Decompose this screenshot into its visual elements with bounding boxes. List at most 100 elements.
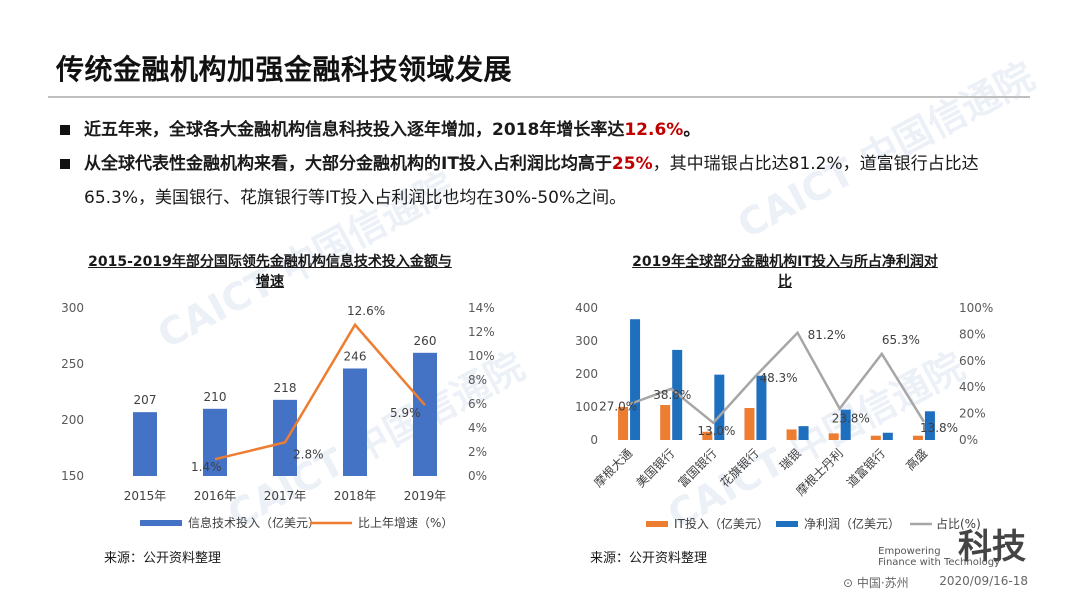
bar-data-label: 218 bbox=[274, 381, 297, 395]
profit-bar bbox=[840, 409, 851, 440]
y-right-tick-label: 80% bbox=[959, 327, 986, 341]
it-bar bbox=[660, 405, 671, 440]
y-left-tick-label: 0 bbox=[590, 433, 598, 447]
profit-bar bbox=[630, 319, 641, 440]
line-data-label: 12.6% bbox=[347, 304, 385, 318]
bar bbox=[413, 352, 437, 476]
line-data-label: 23.8% bbox=[832, 412, 870, 426]
chart-2-title: 2019年全球部分金融机构IT投入与所占净利润对比 bbox=[632, 254, 938, 290]
line-data-label: 48.3% bbox=[759, 371, 797, 385]
profit-bar bbox=[756, 375, 767, 440]
line-data-label: 5.9% bbox=[390, 406, 421, 420]
bullet-2: 从全球代表性金融机构来看，大部分金融机构的IT投入占利润比均高于25%，其中瑞银… bbox=[60, 147, 1040, 215]
y-right-tick-label: 4% bbox=[468, 421, 487, 435]
legend-swatch bbox=[140, 520, 182, 526]
x-tick-label: 富国银行 bbox=[675, 446, 720, 491]
it-bar bbox=[786, 429, 797, 440]
bar-data-label: 207 bbox=[134, 393, 157, 407]
y-left-tick-label: 150 bbox=[61, 469, 84, 483]
y-left-tick-label: 200 bbox=[61, 413, 84, 427]
event-slogan-line-1: Empowering bbox=[878, 546, 941, 557]
bar bbox=[273, 399, 297, 476]
bullet-2-highlight: 25% bbox=[611, 154, 653, 174]
line-data-label: 13.8% bbox=[920, 421, 958, 435]
it-bar bbox=[870, 435, 881, 440]
y-right-tick-label: 40% bbox=[959, 380, 986, 394]
x-tick-label: 摩根大通 bbox=[591, 446, 636, 491]
chart-1: 150 200 250 300 0% 2% 4% 6% 8% 10% 12% 14% 207 2015年 2… bbox=[61, 301, 495, 530]
y-right-tick-label: 10% bbox=[468, 349, 495, 363]
x-tick-label: 2017年 bbox=[264, 489, 307, 503]
y-right-tick-label: 0% bbox=[468, 469, 487, 483]
bar bbox=[203, 408, 227, 476]
x-tick-label: 道富银行 bbox=[843, 446, 888, 491]
it-bar bbox=[618, 407, 629, 440]
y-right-tick-label: 20% bbox=[959, 407, 986, 421]
y-right-tick-label: 2% bbox=[468, 445, 487, 459]
line-data-label: 38.8% bbox=[653, 388, 691, 402]
bullet-1-highlight: 12.6% bbox=[624, 120, 684, 140]
legend-label: 信息技术投入（亿美元） bbox=[188, 515, 320, 530]
bullet-square-icon bbox=[60, 125, 70, 135]
line-data-label: 81.2% bbox=[808, 328, 846, 342]
y-left-tick-label: 400 bbox=[575, 301, 598, 315]
x-tick-label: 2016年 bbox=[194, 489, 237, 503]
line-data-label: 2.8% bbox=[293, 447, 324, 461]
line-data-label: 13.0% bbox=[697, 424, 735, 438]
y-right-tick-label: 12% bbox=[468, 325, 495, 339]
x-tick-label: 2015年 bbox=[124, 489, 167, 503]
x-tick-label: 高盛 bbox=[902, 446, 930, 474]
y-left-tick-label: 300 bbox=[575, 334, 598, 348]
y-right-tick-label: 60% bbox=[959, 354, 986, 368]
bar-data-label: 210 bbox=[204, 390, 227, 404]
chart-1-source: 来源：公开资料整理 bbox=[104, 551, 222, 566]
line-data-label: 27.0% bbox=[599, 399, 637, 413]
legend-label: 占比(%) bbox=[936, 516, 981, 531]
y-left-tick-label: 300 bbox=[61, 301, 84, 315]
it-bar bbox=[744, 407, 755, 440]
x-tick-label: 2018年 bbox=[334, 489, 377, 503]
bullet-1-end: 。 bbox=[683, 120, 701, 140]
ratio-line bbox=[628, 330, 926, 425]
x-tick-label: 美国银行 bbox=[633, 446, 677, 490]
bullet-1-text: 近五年来，全球各大金融机构信息科技投入逐年增加，2018年增长率达 bbox=[84, 120, 625, 140]
title-divider bbox=[48, 96, 1030, 98]
event-slogan: Empowering Finance with Technology bbox=[878, 546, 1000, 568]
legend-label: 净利润（亿美元） bbox=[804, 516, 900, 531]
x-tick-label: 2019年 bbox=[404, 489, 447, 503]
y-left-tick-label: 100 bbox=[575, 400, 598, 414]
it-bar bbox=[912, 435, 923, 440]
event-location: ⊙ 中国·苏州 bbox=[843, 576, 909, 590]
legend-swatch bbox=[776, 521, 798, 527]
profit-bar bbox=[714, 374, 725, 440]
slide-title: 传统金融机构加强金融科技领域发展 bbox=[56, 53, 513, 86]
bullet-2-rest: ，其中瑞银占比达81.2%，道富银行占比达65.3%，美国银行、花旗银行等IT投… bbox=[84, 154, 979, 208]
event-slogan-line-2: Finance with Technology bbox=[878, 557, 1000, 568]
bullet-square-icon bbox=[60, 159, 70, 169]
legend-label: IT投入（亿美元） bbox=[674, 516, 769, 531]
y-right-tick-label: 8% bbox=[468, 373, 487, 387]
bar bbox=[133, 412, 157, 476]
x-tick-label: 瑞银 bbox=[777, 446, 804, 473]
y-left-tick-label: 250 bbox=[61, 357, 84, 371]
chart-2-source: 来源：公开资料整理 bbox=[590, 551, 708, 566]
bar-data-label: 260 bbox=[414, 334, 437, 348]
bullet-2-bold: 从全球代表性金融机构来看，大部分金融机构的IT投入占利润比均高于 bbox=[84, 154, 612, 174]
bar-data-label: 246 bbox=[344, 349, 367, 363]
event-date: 2020/09/16-18 bbox=[939, 574, 1028, 588]
y-right-tick-label: 0% bbox=[959, 433, 978, 447]
event-logo: 科技 bbox=[958, 527, 1026, 567]
bullet-1: 近五年来，全球各大金融机构信息科技投入逐年增加，2018年增长率达12.6%。 bbox=[60, 113, 1020, 147]
profit-bar bbox=[798, 426, 809, 440]
it-bar bbox=[702, 431, 713, 440]
legend-label: 比上年增速（%） bbox=[358, 516, 453, 530]
line-data-label: 1.4% bbox=[191, 460, 222, 474]
bar bbox=[343, 368, 367, 476]
y-right-tick-label: 6% bbox=[468, 397, 487, 411]
line-data-label: 65.3% bbox=[882, 333, 920, 347]
it-bar bbox=[828, 433, 839, 440]
y-right-tick-label: 14% bbox=[468, 301, 495, 315]
x-tick-label: 花旗银行 bbox=[717, 446, 762, 491]
chart-2: 0 100 200 300 400 0% 20% 40% 60% 80% 100% 摩根大通美国银行富… bbox=[575, 301, 993, 531]
y-right-tick-label: 100% bbox=[959, 301, 993, 315]
